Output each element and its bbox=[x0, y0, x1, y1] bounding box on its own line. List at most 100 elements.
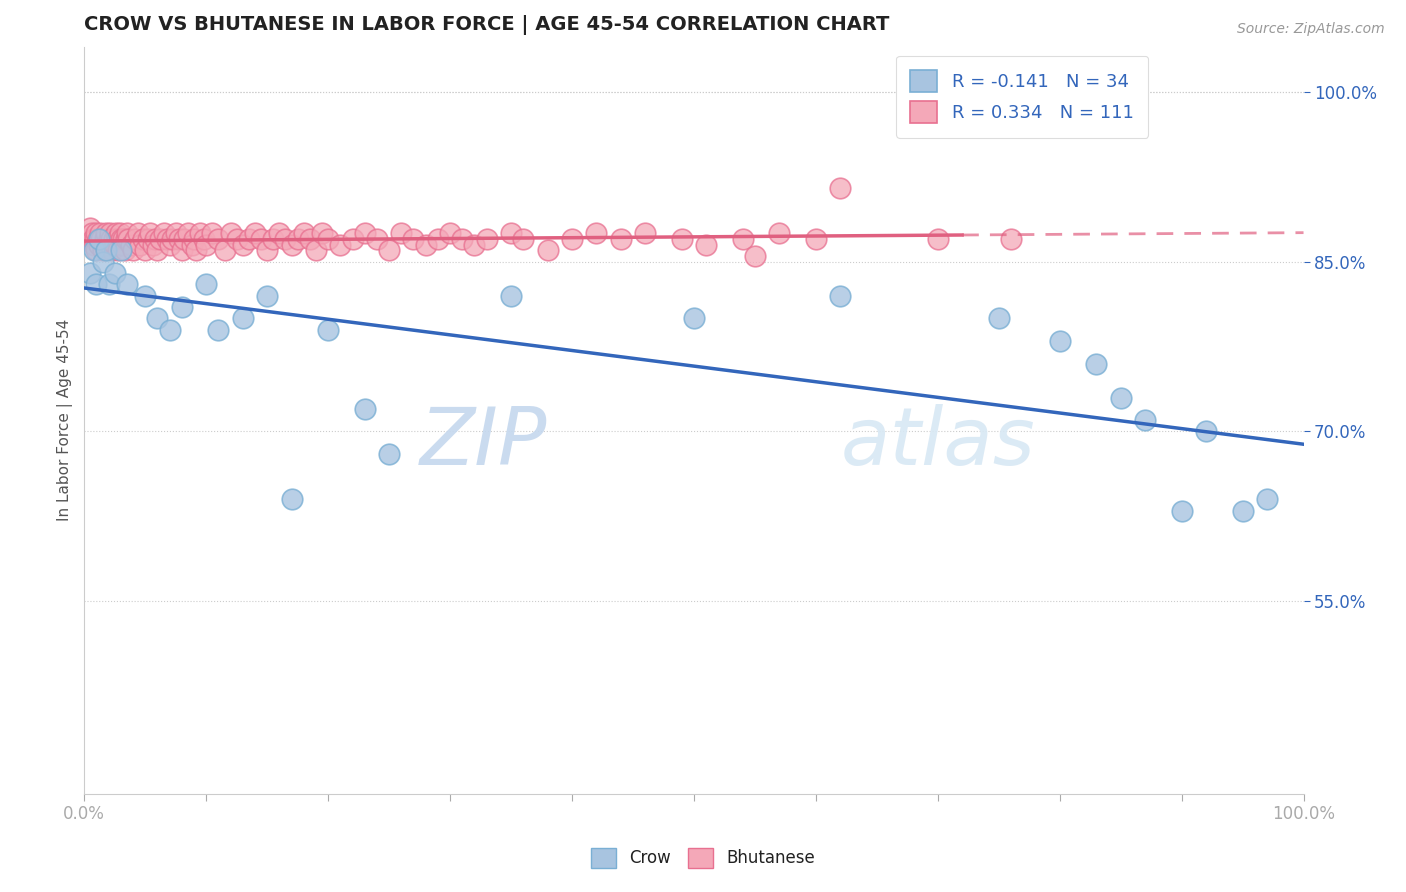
Point bbox=[101, 244, 124, 258]
Point bbox=[463, 237, 485, 252]
Point bbox=[103, 232, 125, 246]
Point bbox=[87, 232, 110, 246]
Point bbox=[634, 227, 657, 241]
Point bbox=[89, 227, 111, 241]
Point bbox=[107, 244, 129, 258]
Point bbox=[1170, 504, 1192, 518]
Point bbox=[180, 237, 202, 252]
Point bbox=[177, 227, 200, 241]
Point bbox=[112, 232, 135, 246]
Point bbox=[139, 227, 162, 241]
Point bbox=[219, 227, 242, 241]
Point bbox=[159, 323, 181, 337]
Point bbox=[280, 237, 302, 252]
Point bbox=[402, 232, 425, 246]
Point bbox=[744, 249, 766, 263]
Point bbox=[146, 311, 169, 326]
Point bbox=[274, 232, 297, 246]
Point bbox=[143, 232, 166, 246]
Point bbox=[1256, 492, 1278, 507]
Point bbox=[91, 244, 114, 258]
Point bbox=[165, 227, 187, 241]
Point bbox=[104, 266, 127, 280]
Legend: R = -0.141   N = 34, R = 0.334   N = 111: R = -0.141 N = 34, R = 0.334 N = 111 bbox=[896, 55, 1149, 137]
Point bbox=[262, 232, 284, 246]
Point bbox=[120, 237, 142, 252]
Point bbox=[1232, 504, 1254, 518]
Point bbox=[77, 232, 100, 246]
Point bbox=[114, 244, 136, 258]
Point bbox=[225, 232, 247, 246]
Point bbox=[353, 401, 375, 416]
Point bbox=[183, 232, 205, 246]
Point bbox=[585, 227, 607, 241]
Point bbox=[114, 232, 136, 246]
Point bbox=[1133, 413, 1156, 427]
Point bbox=[671, 232, 693, 246]
Point bbox=[186, 244, 208, 258]
Point bbox=[169, 232, 191, 246]
Point bbox=[86, 277, 108, 292]
Point bbox=[378, 244, 401, 258]
Point bbox=[110, 244, 132, 258]
Point bbox=[561, 232, 583, 246]
Text: ZIP: ZIP bbox=[420, 403, 547, 482]
Point bbox=[94, 232, 117, 246]
Point bbox=[132, 232, 155, 246]
Point bbox=[250, 232, 273, 246]
Point bbox=[97, 277, 120, 292]
Point bbox=[91, 254, 114, 268]
Point bbox=[96, 244, 118, 258]
Point bbox=[298, 232, 321, 246]
Point bbox=[96, 227, 118, 241]
Point bbox=[173, 232, 195, 246]
Point bbox=[79, 220, 101, 235]
Point bbox=[111, 237, 134, 252]
Point bbox=[287, 232, 309, 246]
Legend: Crow, Bhutanese: Crow, Bhutanese bbox=[585, 841, 821, 875]
Point bbox=[86, 244, 108, 258]
Point bbox=[1049, 334, 1071, 348]
Point bbox=[804, 232, 827, 246]
Point bbox=[256, 288, 278, 302]
Point bbox=[1195, 425, 1218, 439]
Point bbox=[1000, 232, 1022, 246]
Point bbox=[195, 237, 218, 252]
Point bbox=[170, 300, 193, 314]
Point bbox=[80, 227, 103, 241]
Point bbox=[451, 232, 474, 246]
Point bbox=[86, 227, 108, 241]
Point bbox=[232, 311, 254, 326]
Point bbox=[160, 232, 183, 246]
Point bbox=[389, 227, 412, 241]
Point bbox=[79, 266, 101, 280]
Point bbox=[243, 227, 266, 241]
Point bbox=[512, 232, 534, 246]
Point bbox=[499, 288, 522, 302]
Point bbox=[316, 232, 339, 246]
Point bbox=[683, 311, 706, 326]
Point bbox=[499, 227, 522, 241]
Point bbox=[731, 232, 754, 246]
Point bbox=[238, 232, 260, 246]
Point bbox=[415, 237, 437, 252]
Point bbox=[188, 227, 211, 241]
Point bbox=[316, 323, 339, 337]
Point bbox=[84, 232, 107, 246]
Point bbox=[159, 237, 181, 252]
Point bbox=[768, 227, 790, 241]
Point bbox=[426, 232, 449, 246]
Point bbox=[207, 323, 229, 337]
Point bbox=[110, 232, 132, 246]
Point bbox=[536, 244, 558, 258]
Point bbox=[149, 232, 172, 246]
Point bbox=[129, 237, 152, 252]
Point bbox=[87, 237, 110, 252]
Point bbox=[127, 227, 149, 241]
Point bbox=[201, 227, 224, 241]
Point bbox=[927, 232, 949, 246]
Point bbox=[146, 244, 169, 258]
Point bbox=[83, 244, 105, 258]
Point bbox=[122, 244, 145, 258]
Point bbox=[207, 232, 229, 246]
